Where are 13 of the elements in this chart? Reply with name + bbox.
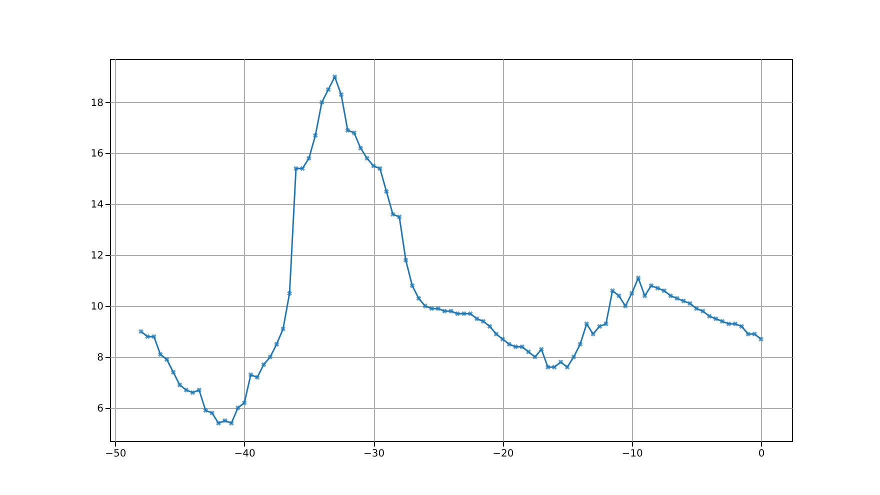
y-tick-label: 16 <box>90 148 104 160</box>
y-tick-label: 12 <box>90 250 104 262</box>
y-tick-label: 6 <box>97 403 104 414</box>
x-tick-label: −40 <box>234 448 256 460</box>
y-tick-label: 8 <box>97 352 104 364</box>
x-tick-label: −30 <box>363 448 385 460</box>
x-tick-label: −10 <box>622 448 643 460</box>
x-tick-label: 0 <box>758 448 765 460</box>
y-tick-label: 18 <box>90 98 104 109</box>
x-tick-label: −20 <box>492 448 514 460</box>
y-tick-label: 14 <box>90 200 104 211</box>
y-tick-label: 10 <box>90 302 104 313</box>
x-tick-label: −50 <box>105 448 126 460</box>
